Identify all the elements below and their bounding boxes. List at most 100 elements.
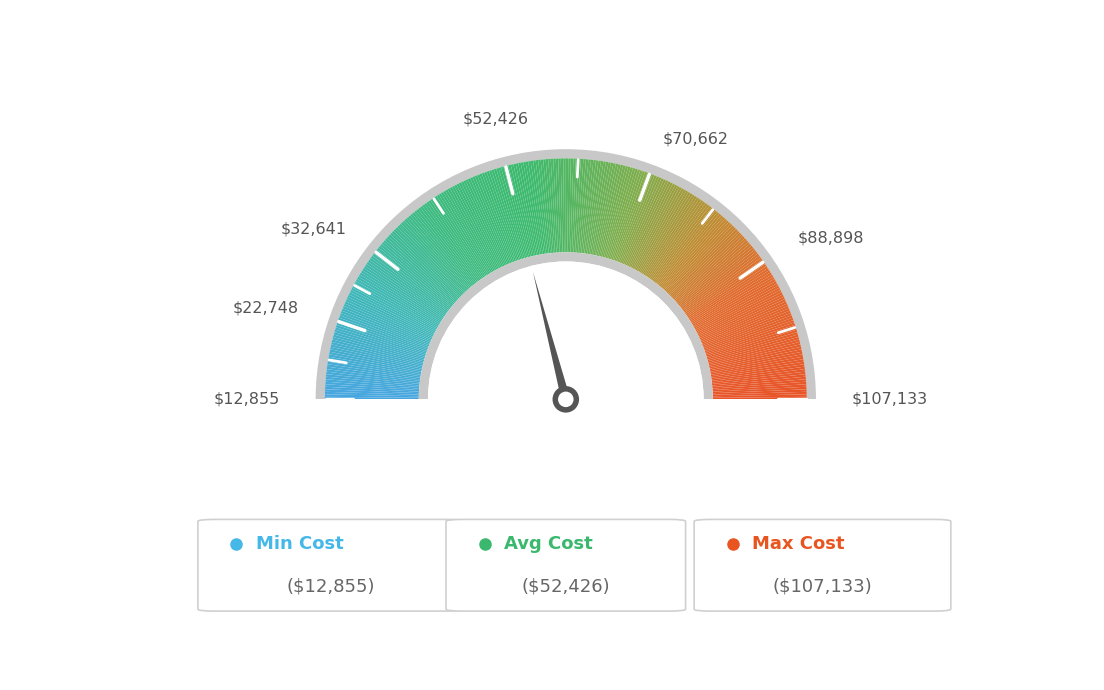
Wedge shape xyxy=(371,256,448,313)
Wedge shape xyxy=(668,226,734,295)
Wedge shape xyxy=(326,380,420,388)
Wedge shape xyxy=(339,315,428,350)
Wedge shape xyxy=(468,178,508,265)
Wedge shape xyxy=(475,175,511,263)
Wedge shape xyxy=(580,159,591,253)
Wedge shape xyxy=(418,253,713,400)
Wedge shape xyxy=(521,162,540,255)
Wedge shape xyxy=(389,235,458,300)
Wedge shape xyxy=(376,248,452,308)
Wedge shape xyxy=(456,184,500,268)
Wedge shape xyxy=(707,327,796,357)
Wedge shape xyxy=(696,286,779,331)
Wedge shape xyxy=(390,233,459,299)
Circle shape xyxy=(558,392,574,407)
Wedge shape xyxy=(350,290,435,334)
Wedge shape xyxy=(327,366,421,381)
Wedge shape xyxy=(622,176,659,264)
Wedge shape xyxy=(563,159,565,253)
Wedge shape xyxy=(652,204,710,282)
Wedge shape xyxy=(687,262,765,317)
Wedge shape xyxy=(710,354,803,373)
Wedge shape xyxy=(591,161,608,255)
Polygon shape xyxy=(294,400,838,522)
Wedge shape xyxy=(573,159,581,253)
Wedge shape xyxy=(672,233,742,299)
FancyBboxPatch shape xyxy=(198,520,464,611)
Wedge shape xyxy=(408,215,471,288)
Wedge shape xyxy=(702,308,789,345)
Wedge shape xyxy=(713,386,807,393)
Wedge shape xyxy=(614,172,647,261)
Wedge shape xyxy=(584,160,598,254)
Wedge shape xyxy=(616,172,650,262)
Wedge shape xyxy=(340,313,428,348)
Wedge shape xyxy=(363,266,444,319)
Wedge shape xyxy=(449,187,497,270)
Text: ($12,855): ($12,855) xyxy=(286,578,374,595)
Wedge shape xyxy=(694,284,778,330)
Wedge shape xyxy=(609,169,640,259)
Wedge shape xyxy=(648,200,703,279)
Wedge shape xyxy=(336,325,426,355)
Wedge shape xyxy=(543,159,553,253)
Wedge shape xyxy=(352,286,436,331)
Text: Avg Cost: Avg Cost xyxy=(505,535,593,553)
Wedge shape xyxy=(335,330,425,358)
Wedge shape xyxy=(592,162,611,255)
Wedge shape xyxy=(414,210,475,285)
Wedge shape xyxy=(623,177,661,264)
Wedge shape xyxy=(681,250,756,309)
Wedge shape xyxy=(693,279,776,327)
Wedge shape xyxy=(711,364,805,380)
Wedge shape xyxy=(421,206,478,282)
Wedge shape xyxy=(354,281,437,328)
Wedge shape xyxy=(656,209,715,284)
Wedge shape xyxy=(647,199,701,278)
Wedge shape xyxy=(665,220,729,291)
Wedge shape xyxy=(660,215,723,288)
Wedge shape xyxy=(426,201,481,279)
Wedge shape xyxy=(712,384,806,392)
Wedge shape xyxy=(499,167,527,258)
Wedge shape xyxy=(699,297,785,338)
Wedge shape xyxy=(435,196,487,276)
Wedge shape xyxy=(325,392,418,396)
Wedge shape xyxy=(327,364,421,380)
Text: $32,641: $32,641 xyxy=(280,221,347,237)
Wedge shape xyxy=(485,172,518,261)
Wedge shape xyxy=(331,342,423,366)
Wedge shape xyxy=(553,159,560,253)
Wedge shape xyxy=(382,242,455,304)
Text: Min Cost: Min Cost xyxy=(256,535,343,553)
Wedge shape xyxy=(669,227,736,295)
Wedge shape xyxy=(489,170,520,260)
Wedge shape xyxy=(454,185,499,269)
Wedge shape xyxy=(635,187,682,270)
Text: $12,855: $12,855 xyxy=(214,392,280,407)
Wedge shape xyxy=(397,226,464,295)
Text: $88,898: $88,898 xyxy=(797,231,863,246)
Wedge shape xyxy=(380,244,454,306)
Wedge shape xyxy=(561,159,564,253)
Wedge shape xyxy=(700,299,786,339)
Wedge shape xyxy=(493,168,523,259)
Wedge shape xyxy=(428,262,703,400)
Wedge shape xyxy=(353,284,437,330)
Wedge shape xyxy=(645,196,697,276)
Wedge shape xyxy=(438,193,490,275)
Wedge shape xyxy=(712,380,806,388)
Wedge shape xyxy=(466,179,506,266)
Wedge shape xyxy=(452,186,498,270)
Wedge shape xyxy=(608,168,638,259)
Wedge shape xyxy=(586,161,601,254)
Wedge shape xyxy=(658,212,720,286)
Wedge shape xyxy=(708,337,799,363)
Wedge shape xyxy=(326,382,420,390)
Wedge shape xyxy=(713,397,807,400)
Wedge shape xyxy=(477,175,513,263)
Wedge shape xyxy=(555,159,561,253)
Wedge shape xyxy=(683,256,761,313)
Wedge shape xyxy=(349,292,434,335)
Wedge shape xyxy=(702,310,790,346)
